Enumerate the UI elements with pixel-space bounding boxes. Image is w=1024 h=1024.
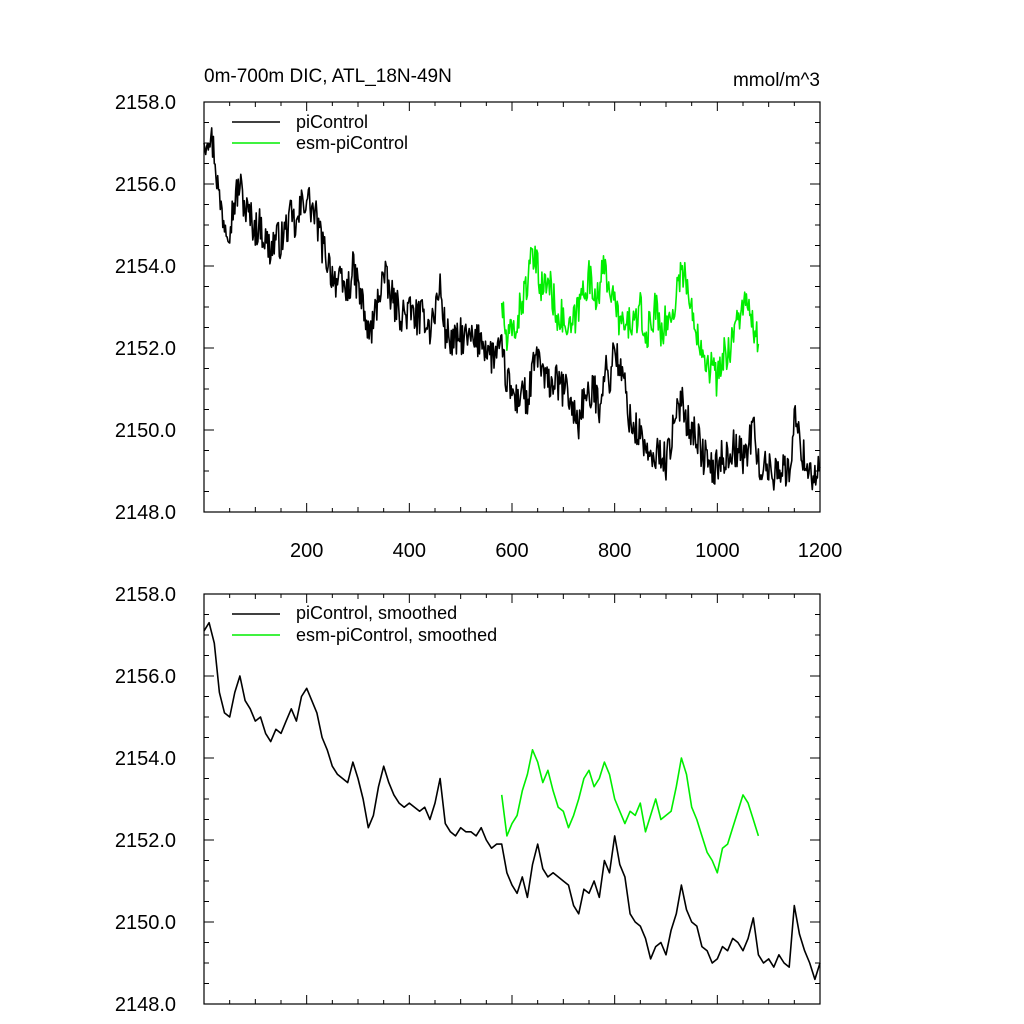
y-tick-label: 2158.0 bbox=[115, 92, 176, 114]
legend-label-picontrol: piControl bbox=[296, 112, 368, 132]
x-tick-label: 1000 bbox=[695, 540, 740, 562]
chart-title: 0m-700m DIC, ATL_18N-49N bbox=[204, 66, 452, 87]
series-line-esm-picontrol-smoothed bbox=[500, 748, 760, 874]
legend-label-esm-picontrol-smoothed: esm-piControl, smoothed bbox=[296, 625, 497, 645]
axes: 200 400 600 800 1000 1200 2148.0 2150.0 2152.0 21… bbox=[115, 92, 842, 562]
y-tick-label: 2152.0 bbox=[115, 338, 176, 360]
y-tick-label: 2156.0 bbox=[115, 174, 176, 196]
x-tick-label: 200 bbox=[290, 540, 323, 562]
y-tick-label: 2150.0 bbox=[115, 912, 176, 934]
series-line-esm-picontrol bbox=[500, 245, 760, 397]
units-label: mmol/m^3 bbox=[733, 70, 820, 91]
x-tick-label: 400 bbox=[393, 540, 426, 562]
series-line-picontrol bbox=[203, 127, 821, 491]
series-line-picontrol-smoothed bbox=[203, 621, 821, 981]
legend: piControl, smoothed esm-piControl, smoot… bbox=[232, 603, 497, 645]
y-tick-label: 2148.0 bbox=[115, 502, 176, 524]
y-tick-label: 2154.0 bbox=[115, 748, 176, 770]
x-tick-label: 800 bbox=[598, 540, 631, 562]
legend-label-esm-picontrol: esm-piControl bbox=[296, 133, 408, 153]
y-tick-label: 2158.0 bbox=[115, 584, 176, 606]
legend-label-picontrol-smoothed: piControl, smoothed bbox=[296, 603, 457, 623]
x-tick-label: 1200 bbox=[798, 540, 843, 562]
y-tick-label: 2154.0 bbox=[115, 256, 176, 278]
y-tick-label: 2152.0 bbox=[115, 830, 176, 852]
y-tick-label: 2156.0 bbox=[115, 666, 176, 688]
x-tick-label: 600 bbox=[495, 540, 528, 562]
top-chart-panel: 0m-700m DIC, ATL_18N-49N mmol/m^3 piCont… bbox=[115, 66, 842, 562]
y-tick-label: 2150.0 bbox=[115, 420, 176, 442]
legend: piControl esm-piControl bbox=[232, 112, 408, 153]
bottom-chart-panel: piControl, smoothed esm-piControl, smoot… bbox=[115, 584, 821, 1016]
y-tick-label: 2148.0 bbox=[115, 994, 176, 1016]
axes: 2148.0 2150.0 2152.0 2154.0 2156.0 2158.0 bbox=[115, 584, 821, 1016]
